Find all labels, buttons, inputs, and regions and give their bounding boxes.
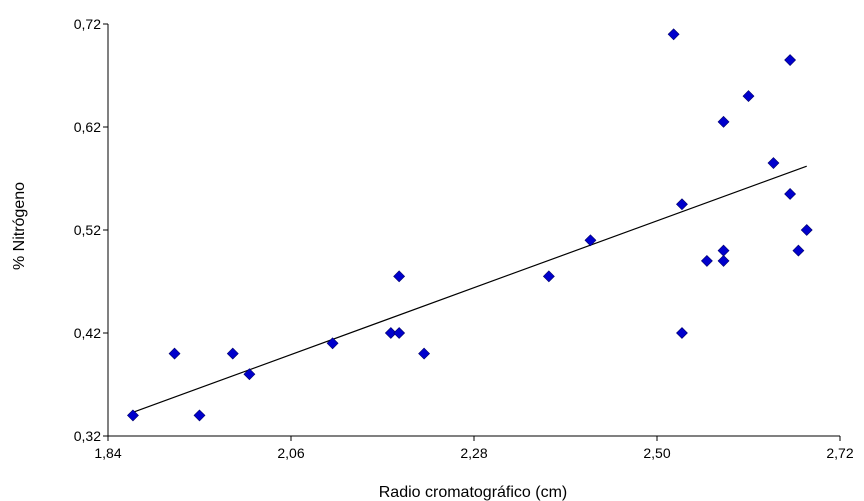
x-tick-label: 2,50 bbox=[643, 445, 670, 461]
x-tick-label: 2,06 bbox=[277, 445, 304, 461]
data-point bbox=[584, 234, 597, 247]
y-tick-label: 0,32 bbox=[74, 428, 101, 444]
data-points bbox=[127, 28, 813, 422]
y-tick-label: 0,72 bbox=[74, 16, 101, 32]
data-point bbox=[393, 270, 406, 283]
data-point bbox=[384, 327, 397, 339]
data-point bbox=[676, 198, 688, 211]
x-axis-label: Radio cromatográfico (cm) bbox=[379, 484, 568, 501]
axes bbox=[103, 23, 841, 441]
y-tick-label: 0,52 bbox=[74, 222, 101, 238]
data-point bbox=[676, 327, 688, 339]
data-point bbox=[127, 409, 139, 422]
data-point bbox=[717, 254, 730, 267]
data-point bbox=[226, 347, 239, 360]
data-point bbox=[767, 157, 780, 169]
data-point bbox=[717, 244, 730, 257]
y-axis-label: % Nitrógeno bbox=[11, 182, 28, 270]
y-tick-label: 0,42 bbox=[74, 325, 101, 341]
data-point bbox=[700, 254, 713, 267]
data-point bbox=[742, 90, 755, 103]
data-point bbox=[168, 347, 181, 360]
trendline bbox=[132, 165, 807, 413]
x-tick-label: 1,84 bbox=[94, 445, 121, 461]
data-point bbox=[717, 115, 730, 128]
data-point bbox=[393, 327, 406, 339]
data-point bbox=[243, 368, 256, 381]
data-point bbox=[800, 224, 813, 236]
data-point bbox=[784, 188, 797, 200]
x-tick-label: 2,72 bbox=[826, 445, 853, 461]
data-point bbox=[542, 270, 555, 283]
x-tick-label: 2,28 bbox=[460, 445, 487, 461]
data-point bbox=[418, 347, 431, 360]
data-point bbox=[193, 409, 206, 422]
y-tick-label: 0,62 bbox=[74, 119, 101, 135]
data-point bbox=[784, 54, 797, 66]
tick-labels: 1,84 2,06 2,28 2,50 2,72 0,32 0,42 0,52 0,62 0,72 bbox=[74, 16, 854, 461]
data-point bbox=[667, 28, 680, 41]
data-point bbox=[792, 244, 805, 257]
data-point bbox=[326, 337, 339, 350]
